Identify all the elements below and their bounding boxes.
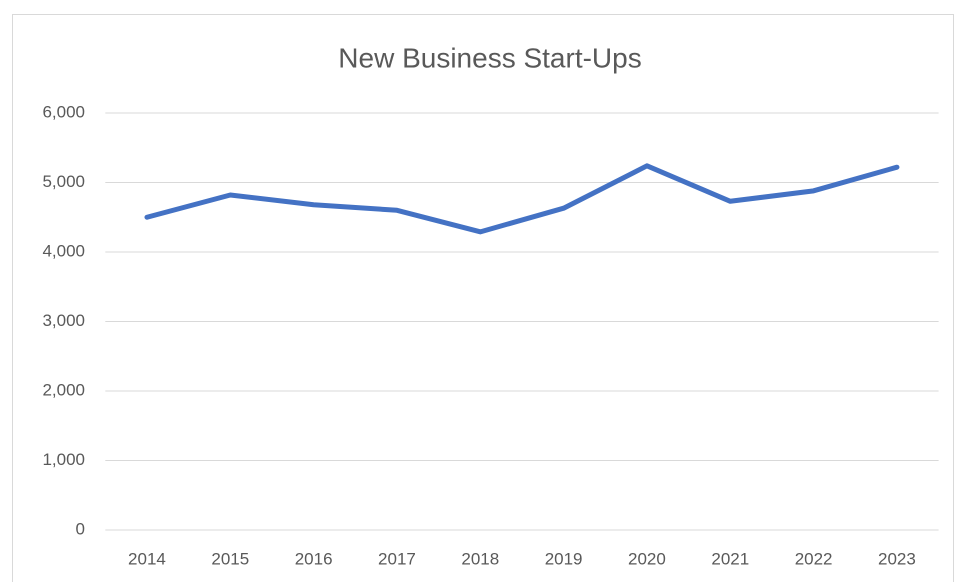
x-tick-label: 2020 [628,549,666,568]
x-tick-label: 2021 [711,549,749,568]
y-tick-label: 5,000 [42,172,85,191]
x-tick-label: 2022 [795,549,833,568]
y-tick-label: 3,000 [42,311,85,330]
chart-title: New Business Start-Ups [338,42,641,73]
y-tick-label: 6,000 [42,102,85,121]
y-tick-label: 1,000 [42,450,85,469]
y-tick-label: 0 [76,519,85,538]
x-tick-label: 2023 [878,549,916,568]
x-tick-label: 2016 [295,549,333,568]
x-tick-label: 2017 [378,549,416,568]
x-tick-label: 2015 [211,549,249,568]
y-tick-label: 4,000 [42,241,85,260]
data-line [144,163,900,235]
y-tick-label: 2,000 [42,380,85,399]
x-tick-label: 2018 [461,549,499,568]
x-tick-label: 2019 [545,549,583,568]
x-tick-label: 2014 [128,549,166,568]
chart-frame [12,14,954,582]
